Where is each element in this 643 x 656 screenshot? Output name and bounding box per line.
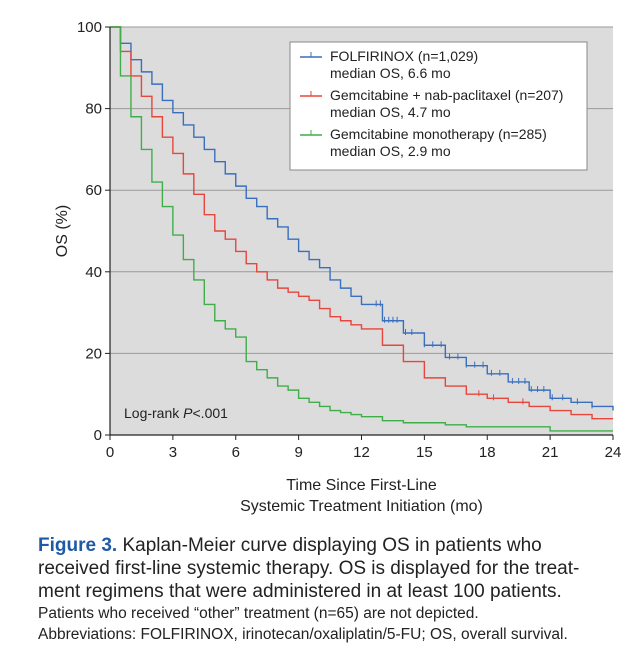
x-tick-label-9: 9 (294, 444, 302, 461)
x-tick-label-21: 21 (542, 444, 559, 461)
legend-median-2: median OS, 2.9 mo (330, 143, 451, 159)
x-tick-label-15: 15 (416, 444, 433, 461)
y-tick-label-80: 80 (85, 101, 102, 118)
y-axis-label: OS (%) (54, 205, 71, 257)
x-axis-label-line1: Time Since First-Line (286, 477, 437, 494)
x-tick-label-0: 0 (106, 444, 114, 461)
series-curve-2 (110, 26, 613, 432)
series-curve-1 (110, 26, 613, 420)
caption-note-other: Patients who received “other” treatment … (38, 605, 479, 622)
caption-line1: Figure 3. Kaplan-Meier curve displaying … (38, 534, 638, 557)
legend-box (289, 41, 588, 171)
y-tick-label-0: 0 (94, 427, 102, 444)
series-curve-0 (110, 26, 614, 411)
caption-line2: received first-line systemic therapy. OS… (38, 558, 580, 579)
logrank-annotation: Log-rank P<.001 (124, 405, 228, 421)
figure-label: Figure 3. (38, 535, 118, 556)
x-tick-label-3: 3 (169, 444, 177, 461)
legend-median-1: median OS, 4.7 mo (330, 104, 451, 120)
legend-median-0: median OS, 6.6 mo (330, 65, 451, 81)
legend-label-2: Gemcitabine monotherapy (n=285) (330, 126, 547, 142)
y-tick-label-40: 40 (85, 264, 102, 281)
axes: 0 3 6 9 12 15 18 21 24 0 20 40 60 80 100 (77, 19, 621, 461)
caption-line1-text: Kaplan-Meier curve displaying OS in pati… (117, 535, 542, 556)
y-tick-label-60: 60 (85, 182, 102, 199)
censor-marks (375, 300, 593, 409)
survival-curves (110, 26, 614, 432)
figure-caption: Figure 3. Kaplan-Meier curve displaying … (38, 534, 638, 645)
legend: FOLFIRINOX (n=1,029)median OS, 6.6 mo Gem… (289, 41, 588, 171)
x-tick-label-12: 12 (353, 444, 370, 461)
x-tick-label-6: 6 (232, 444, 240, 461)
legend-label-1: Gemcitabine + nab-paclitaxel (n=207) (330, 87, 563, 103)
caption-note-abbreviations: Abbreviations: FOLFIRINOX, irinotecan/ox… (38, 626, 568, 643)
x-tick-label-18: 18 (479, 444, 496, 461)
km-chart: 0 3 6 9 12 15 18 21 24 0 20 40 60 80 100 FOLFIRINOX (n… (54, 19, 621, 515)
x-tick-label-24: 24 (605, 444, 622, 461)
y-tick-label-100: 100 (77, 19, 102, 36)
y-tick-label-20: 20 (85, 345, 102, 362)
legend-label-0: FOLFIRINOX (n=1,029) (330, 48, 478, 64)
caption-line3: ment regimens that were administered in … (38, 581, 562, 602)
x-axis-label-line2: Systemic Treatment Initiation (mo) (240, 498, 483, 515)
